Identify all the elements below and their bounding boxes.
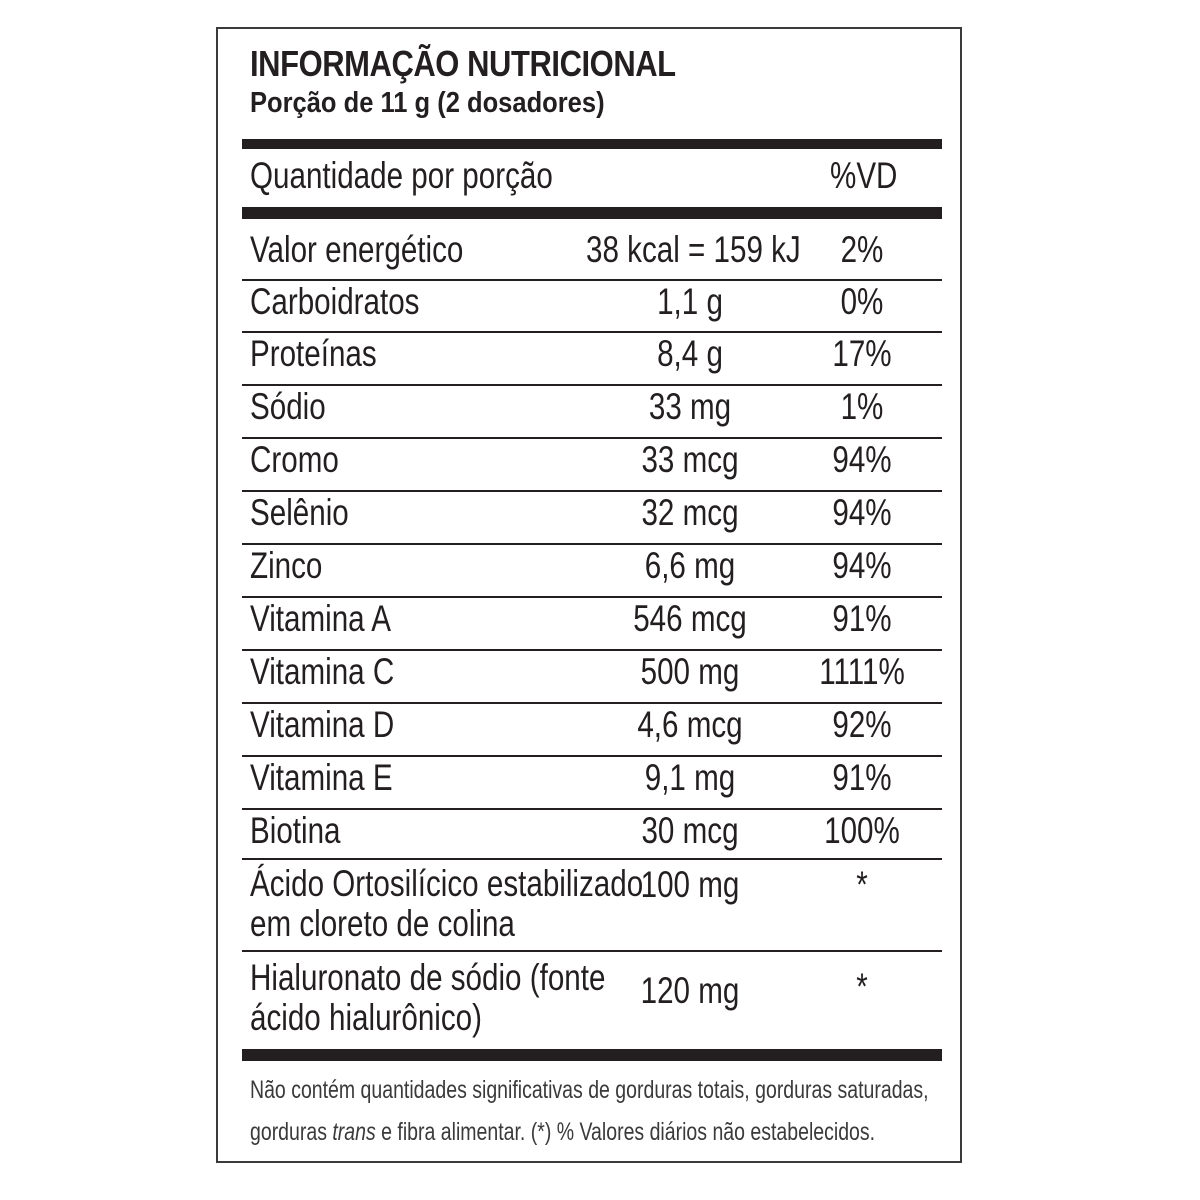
nutrient-row: Vitamina D 4,6 mcg 92% <box>242 704 942 757</box>
nutrient-vd: 0% <box>840 281 884 322</box>
nutrient-row: Vitamina C 500 mg 1111% <box>242 651 942 704</box>
nutrient-row: Vitamina A 546 mcg 91% <box>242 598 942 651</box>
nutrient-vd: 94% <box>832 492 892 533</box>
column-header-row: Quantidade por porção %VD <box>242 151 942 207</box>
footnote-trans: trans <box>332 1118 376 1146</box>
nutrient-amount: 30 mcg <box>641 810 739 851</box>
nutrient-vd: 91% <box>832 757 892 798</box>
nutrient-vd: 92% <box>832 704 892 745</box>
nutrient-name: Carboidratos <box>250 281 420 322</box>
nutrient-vd: 1111% <box>819 651 905 692</box>
nutrient-name: Zinco <box>250 545 323 586</box>
nutrient-name: Vitamina D <box>250 704 395 745</box>
footnote-text-2: gorduras <box>250 1118 333 1146</box>
nutrient-amount: 38 kcal = 159 kJ <box>586 229 801 270</box>
nutrient-amount: 100 mg <box>640 864 740 905</box>
label-title: INFORMAÇÃO NUTRICIONAL <box>250 43 676 84</box>
nutrient-row: Cromo 33 mcg 94% <box>242 439 942 492</box>
nutrient-name: Vitamina A <box>250 598 391 639</box>
nutrient-amount: 120 mg <box>640 970 740 1011</box>
nutrient-row: Proteínas 8,4 g 17% <box>242 333 942 386</box>
divider-thick-middle <box>242 207 942 219</box>
nutrient-row: Carboidratos 1,1 g 0% <box>242 281 942 333</box>
nutrient-amount: 546 mcg <box>633 598 747 639</box>
nutrient-name-line1: Ácido Ortosilícico estabilizado <box>250 863 644 904</box>
nutrient-row: Vitamina E 9,1 mg 91% <box>242 757 942 810</box>
nutrient-amount: 1,1 g <box>657 281 723 322</box>
nutrient-name: Vitamina E <box>250 757 393 798</box>
nutrient-row: Biotina 30 mcg 100% <box>242 810 942 860</box>
nutrient-name: Sódio <box>250 386 326 427</box>
nutrient-name: Biotina <box>250 810 341 851</box>
nutrient-vd: 100% <box>824 810 900 851</box>
footnote: Não contém quantidades significativas de… <box>250 1069 952 1153</box>
column-header-vd: %VD <box>830 155 898 196</box>
nutrient-vd: 17% <box>832 333 892 374</box>
nutrient-row: Hialuronato de sódio (fonte ácido hialur… <box>242 952 942 1049</box>
nutrient-amount: 33 mcg <box>641 439 739 480</box>
nutrient-name-line1: Hialuronato de sódio (fonte <box>250 957 606 998</box>
divider-thick-top <box>242 139 942 149</box>
nutrient-amount: 8,4 g <box>657 333 723 374</box>
footnote-text-3: e fibra alimentar. (*) % Valores diários… <box>375 1118 876 1146</box>
nutrition-facts-panel: INFORMAÇÃO NUTRICIONAL Porção de 11 g (2… <box>216 27 962 1163</box>
column-header-quantity: Quantidade por porção <box>250 155 553 196</box>
nutrient-vd: 1% <box>840 386 884 427</box>
nutrient-amount: 9,1 mg <box>644 757 736 798</box>
nutrient-row: Sódio 33 mg 1% <box>242 386 942 439</box>
nutrient-amount: 33 mg <box>648 386 732 427</box>
nutrient-amount: 6,6 mg <box>644 545 736 586</box>
nutrient-row: Selênio 32 mcg 94% <box>242 492 942 545</box>
nutrient-row: Zinco 6,6 mg 94% <box>242 545 942 598</box>
nutrient-name: Vitamina C <box>250 651 395 692</box>
serving-size: Porção de 11 g (2 dosadores) <box>250 87 605 119</box>
nutrient-name: Selênio <box>250 492 349 533</box>
nutrient-amount: 4,6 mcg <box>637 704 743 745</box>
divider-thick-bottom <box>242 1049 942 1061</box>
nutrient-name: Proteínas <box>250 333 377 374</box>
nutrient-vd: 91% <box>832 598 892 639</box>
nutrient-vd: 94% <box>832 545 892 586</box>
nutrient-vd: 94% <box>832 439 892 480</box>
nutrient-vd: * <box>856 966 868 1007</box>
nutrient-name: Valor energético <box>250 229 464 270</box>
nutrient-amount: 500 mg <box>640 651 740 692</box>
nutrient-amount: 32 mcg <box>641 492 739 533</box>
nutrient-vd: 2% <box>840 229 884 270</box>
nutrient-name-line2: ácido hialurônico) <box>250 997 483 1038</box>
nutrient-row: Valor energético 38 kcal = 159 kJ 2% <box>242 229 942 281</box>
nutrient-vd: * <box>856 864 868 905</box>
footnote-text-1: Não contém quantidades significativas de… <box>250 1076 929 1104</box>
nutrient-row: Ácido Ortosilícico estabilizado em clore… <box>242 860 942 952</box>
nutrient-name-line2: em cloreto de colina <box>250 903 515 944</box>
nutrient-name: Cromo <box>250 439 339 480</box>
